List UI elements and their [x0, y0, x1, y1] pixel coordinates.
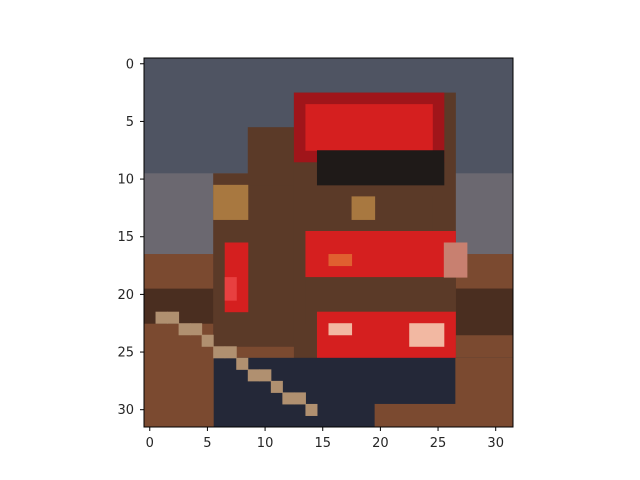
pixel-image	[144, 58, 514, 428]
x-tick-label: 10	[257, 436, 274, 451]
y-tick-label: 5	[126, 115, 134, 130]
y-tick-label: 25	[117, 346, 134, 361]
y-tick-label: 10	[117, 173, 134, 188]
y-tick-label: 20	[117, 288, 134, 303]
y-tick-label: 15	[117, 230, 134, 245]
x-tick-label: 5	[203, 436, 211, 451]
x-tick-label: 30	[487, 436, 504, 451]
x-axis: 0 5 10 15 20 25 30	[146, 427, 504, 451]
x-tick-label: 0	[146, 436, 154, 451]
axes-frame	[143, 57, 514, 428]
y-tick-label: 30	[117, 403, 134, 418]
y-axis: 0 5 10 15 20 25 30	[117, 57, 144, 418]
y-tick-label: 0	[126, 57, 134, 72]
x-tick-label: 15	[314, 436, 331, 451]
x-tick-label: 20	[372, 436, 389, 451]
x-tick-label: 25	[430, 436, 447, 451]
